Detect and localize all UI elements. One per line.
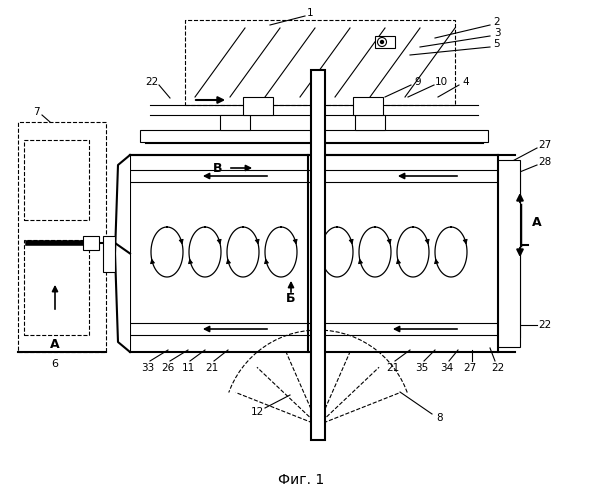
Text: 22: 22: [538, 320, 552, 330]
Bar: [18, 122, 106, 352]
Bar: [220, 115, 250, 130]
Bar: [498, 160, 520, 347]
Text: A: A: [50, 338, 60, 351]
Bar: [24, 240, 89, 335]
Text: 28: 28: [538, 157, 552, 167]
Text: 22: 22: [491, 363, 505, 373]
Text: В: В: [213, 162, 223, 174]
Text: 22: 22: [145, 77, 159, 87]
Text: Фиг. 1: Фиг. 1: [278, 473, 324, 487]
Text: 34: 34: [440, 363, 453, 373]
Bar: [355, 115, 385, 130]
Text: 27: 27: [463, 363, 476, 373]
Bar: [130, 155, 498, 352]
Bar: [83, 236, 99, 250]
Text: 6: 6: [51, 359, 58, 369]
Text: 2: 2: [494, 17, 500, 27]
Bar: [243, 97, 273, 115]
Bar: [375, 36, 395, 48]
Bar: [185, 20, 455, 105]
Text: 8: 8: [437, 413, 443, 423]
Bar: [353, 97, 383, 115]
Text: 33: 33: [141, 363, 154, 373]
Text: 1: 1: [307, 8, 314, 18]
Text: 7: 7: [33, 107, 39, 117]
Text: 27: 27: [538, 140, 552, 150]
Text: 3: 3: [494, 28, 500, 38]
Text: 21: 21: [387, 363, 400, 373]
Text: 11: 11: [182, 363, 195, 373]
Circle shape: [380, 40, 384, 43]
Polygon shape: [115, 155, 130, 352]
Bar: [103, 236, 115, 272]
Bar: [311, 70, 325, 440]
Text: A: A: [532, 216, 542, 230]
Bar: [24, 140, 89, 220]
Text: 12: 12: [250, 407, 264, 417]
Text: 21: 21: [206, 363, 219, 373]
Text: 35: 35: [415, 363, 429, 373]
Text: Б: Б: [286, 292, 295, 304]
Text: 9: 9: [415, 77, 421, 87]
Bar: [140, 130, 488, 142]
Text: 4: 4: [463, 77, 469, 87]
Text: 5: 5: [494, 39, 500, 49]
Text: 26: 26: [162, 363, 175, 373]
Text: 10: 10: [434, 77, 447, 87]
